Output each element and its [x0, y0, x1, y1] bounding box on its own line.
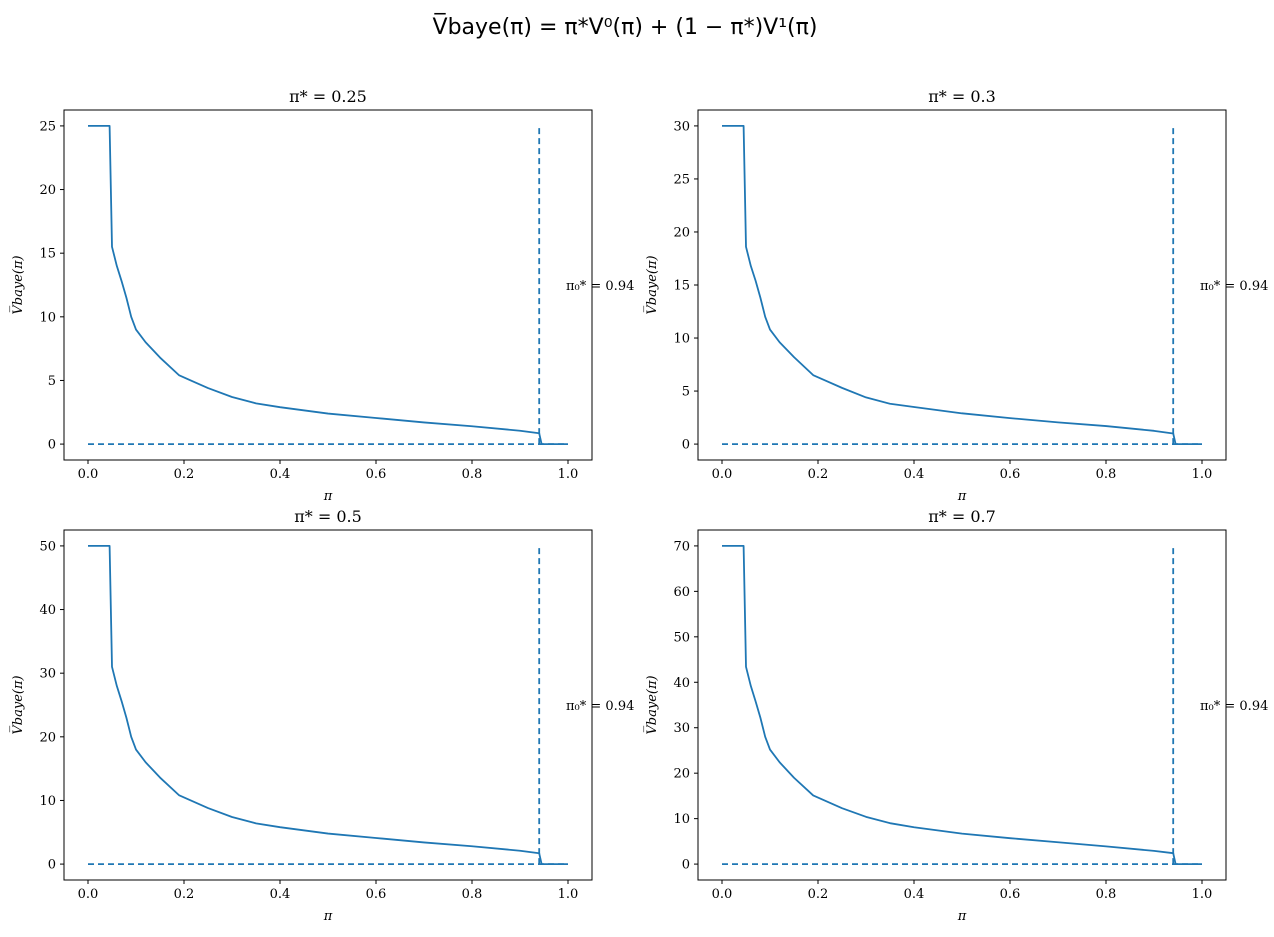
x-tick-label: 0.4 — [270, 467, 291, 482]
y-tick-label: 5 — [48, 374, 56, 389]
y-axis-label: V̅baye(π) — [644, 675, 660, 734]
y-axis-label: V̅baye(π) — [644, 255, 660, 314]
y-axis-label: V̅baye(π) — [10, 675, 26, 734]
axes-frame — [697, 109, 1227, 461]
y-tick-label: 5 — [682, 385, 690, 400]
y-tick-label: 10 — [673, 812, 690, 827]
value-curve — [722, 545, 1202, 865]
x-axis-label: π — [323, 909, 333, 924]
y-tick-label: 15 — [39, 247, 56, 262]
x-tick-label: 0.0 — [78, 467, 99, 482]
y-tick-label: 30 — [673, 721, 690, 736]
y-axis-label: V̅baye(π) — [10, 255, 26, 314]
subplot-4: π* = 0.7 0.0 0.2 0.4 0.6 0.8 1.0 0 10 20 30 40 50 60 7… — [644, 507, 1269, 924]
y-tick-label: 0 — [682, 858, 690, 873]
x-tick-label: 0.2 — [174, 467, 195, 482]
x-tick-label: 0.0 — [712, 467, 733, 482]
threshold-annotation: π₀* = 0.94 — [566, 279, 634, 294]
y-tick-label: 10 — [39, 310, 56, 325]
y-tick-label: 25 — [39, 119, 56, 134]
subplot-1: π* = 0.25 0.0 0.2 0.4 0.6 0.8 1.0 0 5 10 15 20 25 π V̅… — [10, 87, 635, 504]
axes-frame — [63, 529, 593, 881]
threshold-annotation: π₀* = 0.94 — [566, 699, 634, 714]
y-tick-label: 30 — [673, 119, 690, 134]
x-tick-label: 1.0 — [558, 887, 579, 902]
threshold-annotation: π₀* = 0.94 — [1200, 279, 1268, 294]
x-tick-label: 0.6 — [366, 887, 387, 902]
subplot-title: π* = 0.5 — [294, 507, 362, 526]
subplot-2: π* = 0.3 0.0 0.2 0.4 0.6 0.8 1.0 0 5 10 15 20 25 30 π V… — [644, 87, 1269, 504]
x-tick-label: 0.8 — [1096, 887, 1117, 902]
value-curve — [88, 545, 568, 865]
y-tick-label: 20 — [673, 225, 690, 240]
figure-suptitle: V̅baye(π) = π*V⁰(π) + (1 − π*)V¹(π) — [433, 13, 818, 40]
x-tick-label: 0.8 — [462, 467, 483, 482]
x-tick-label: 0.6 — [366, 467, 387, 482]
x-tick-label: 0.4 — [904, 467, 925, 482]
subplot-title: π* = 0.3 — [928, 87, 996, 106]
y-tick-label: 50 — [39, 539, 56, 554]
y-tick-label: 0 — [48, 858, 56, 873]
subplot-3: π* = 0.5 0.0 0.2 0.4 0.6 0.8 1.0 0 10 20 30 40 50 π V̅… — [10, 507, 635, 924]
x-axis-label: π — [957, 489, 967, 504]
x-tick-label: 0.4 — [270, 887, 291, 902]
x-tick-label: 0.2 — [174, 887, 195, 902]
axes-frame — [697, 529, 1227, 881]
x-tick-label: 0.2 — [808, 887, 829, 902]
x-tick-label: 0.4 — [904, 887, 925, 902]
x-tick-label: 0.8 — [1096, 467, 1117, 482]
value-curve — [722, 125, 1202, 445]
x-tick-label: 0.0 — [712, 887, 733, 902]
subplot-grid: π* = 0.25 0.0 0.2 0.4 0.6 0.8 1.0 0 5 10 15 20 25 π V̅… — [10, 87, 1269, 924]
x-axis-label: π — [957, 909, 967, 924]
y-tick-label: 40 — [673, 676, 690, 691]
y-tick-label: 25 — [673, 172, 690, 187]
y-tick-label: 70 — [673, 539, 690, 554]
x-tick-label: 0.6 — [1000, 887, 1021, 902]
y-tick-label: 60 — [673, 585, 690, 600]
y-tick-label: 30 — [39, 667, 56, 682]
x-tick-label: 0.2 — [808, 467, 829, 482]
y-tick-label: 40 — [39, 603, 56, 618]
value-curve — [88, 125, 568, 445]
x-axis-label: π — [323, 489, 333, 504]
x-tick-label: 0.6 — [1000, 467, 1021, 482]
x-tick-label: 1.0 — [1192, 467, 1213, 482]
subplot-title: π* = 0.7 — [928, 507, 996, 526]
y-tick-label: 10 — [39, 794, 56, 809]
x-tick-label: 1.0 — [1192, 887, 1213, 902]
y-tick-label: 50 — [673, 630, 690, 645]
y-tick-label: 20 — [673, 767, 690, 782]
threshold-annotation: π₀* = 0.94 — [1200, 699, 1268, 714]
y-tick-label: 0 — [682, 438, 690, 453]
x-tick-label: 1.0 — [558, 467, 579, 482]
y-tick-label: 0 — [48, 438, 56, 453]
y-tick-label: 20 — [39, 183, 56, 198]
x-tick-label: 0.0 — [78, 887, 99, 902]
subplot-title: π* = 0.25 — [289, 87, 367, 106]
y-tick-label: 15 — [673, 279, 690, 294]
axes-frame — [63, 109, 593, 461]
x-tick-label: 0.8 — [462, 887, 483, 902]
y-tick-label: 10 — [673, 332, 690, 347]
y-tick-label: 20 — [39, 730, 56, 745]
